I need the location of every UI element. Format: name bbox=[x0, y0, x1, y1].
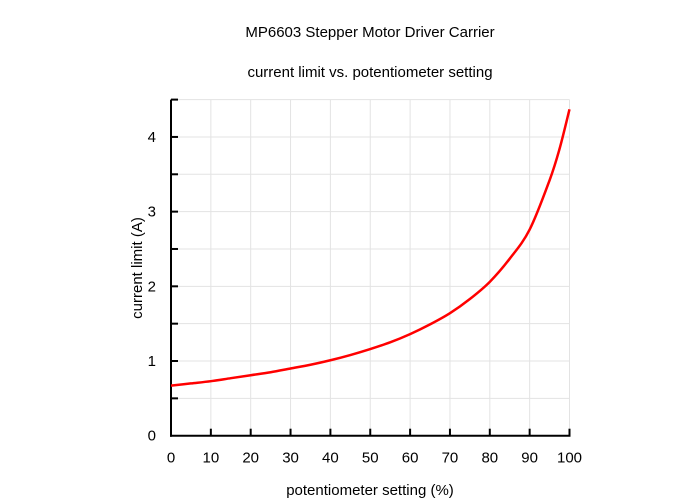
x-tick-label: 40 bbox=[322, 450, 339, 467]
y-tick-label: 1 bbox=[148, 353, 156, 370]
x-tick-label: 20 bbox=[242, 450, 259, 467]
x-axis-label: potentiometer setting (%) bbox=[286, 482, 454, 499]
x-tick-label: 30 bbox=[282, 450, 299, 467]
x-tick-label: 0 bbox=[167, 450, 175, 467]
x-tick-label: 50 bbox=[362, 450, 379, 467]
series-layer bbox=[170, 109, 571, 387]
x-tick-label: 90 bbox=[521, 450, 538, 467]
x-tick-label: 70 bbox=[442, 450, 459, 467]
y-tick-label: 4 bbox=[148, 129, 156, 146]
x-tick-label: 80 bbox=[481, 450, 498, 467]
y-tick-label: 0 bbox=[148, 428, 156, 445]
axes bbox=[170, 98, 571, 437]
y-tick-label: 2 bbox=[148, 278, 156, 295]
chart-subtitle: current limit vs. potentiometer setting bbox=[247, 64, 492, 81]
x-tick-label: 10 bbox=[203, 450, 220, 467]
x-tick-label: 60 bbox=[402, 450, 419, 467]
y-axis-label: current limit (A) bbox=[129, 217, 146, 319]
tick-labels: 0 10 20 30 40 50 60 70 80 90 100 0 1 2 3 4 bbox=[148, 129, 582, 467]
y-tick-label: 3 bbox=[148, 204, 156, 221]
series-line-current-limit bbox=[170, 109, 571, 387]
gridlines bbox=[171, 99, 570, 436]
x-tick-label: 100 bbox=[557, 450, 582, 467]
chart-title: MP6603 Stepper Motor Driver Carrier bbox=[245, 24, 494, 41]
